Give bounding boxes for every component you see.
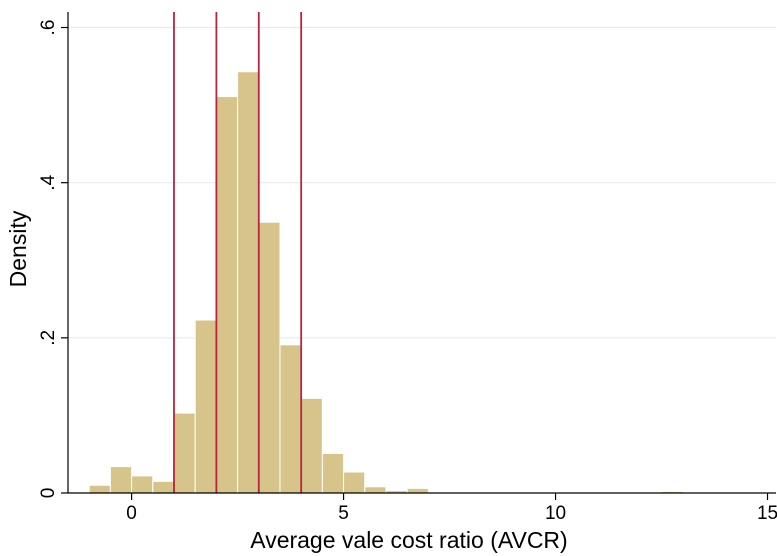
x-tick-label: 10 — [545, 503, 566, 524]
x-tick-label: 15 — [757, 503, 777, 524]
y-tick-label: .6 — [38, 20, 59, 36]
axes — [67, 12, 776, 494]
reference-lines — [173, 12, 303, 493]
y-tick-label: .4 — [38, 174, 59, 190]
x-tick-label: 5 — [338, 503, 349, 524]
y-axis-ticks: 0 .2 .4 .6 — [38, 20, 68, 499]
histogram-bar — [321, 452, 345, 494]
y-tick-label: 0 — [38, 488, 59, 499]
x-axis-ticks: 0 5 10 15 — [126, 493, 777, 524]
histogram-bar — [131, 475, 154, 494]
histogram-bar — [258, 221, 281, 494]
histogram-bar — [300, 397, 323, 494]
histogram-bar — [215, 96, 239, 494]
histogram-bar — [406, 487, 429, 494]
x-tick-label: 0 — [126, 503, 137, 524]
histogram-bar — [88, 484, 111, 494]
histogram-bar — [109, 466, 133, 494]
histogram-bar — [152, 480, 175, 494]
histogram-bar — [343, 471, 366, 494]
histogram-bar — [194, 319, 217, 494]
histogram-bar — [173, 412, 196, 494]
histogram-bar — [237, 71, 260, 494]
x-axis-title: Average vale cost ratio (AVCR) — [250, 527, 567, 553]
histogram-bars — [88, 71, 747, 494]
y-tick-label: .2 — [38, 330, 59, 346]
y-axis-title: Density — [5, 210, 31, 287]
grid-lines — [68, 26, 776, 339]
histogram-bar — [279, 344, 302, 494]
histogram-bar — [364, 486, 387, 494]
